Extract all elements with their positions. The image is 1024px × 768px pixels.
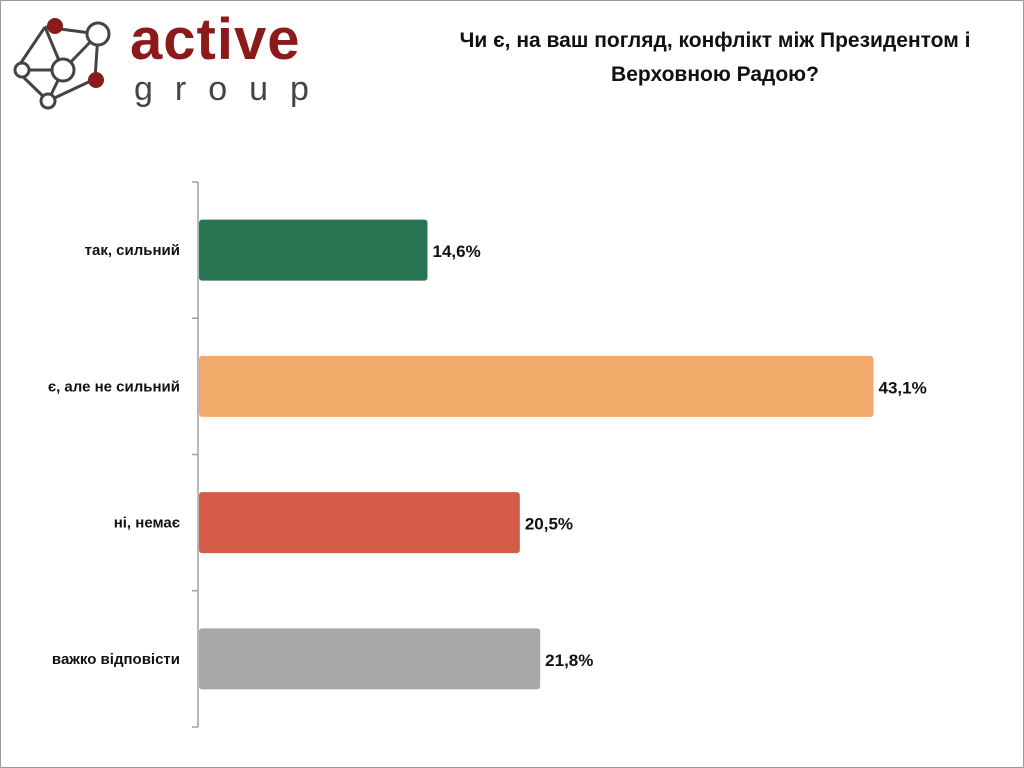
active-group-logo: active group xyxy=(10,7,310,114)
network-logo-icon xyxy=(13,18,111,110)
data-label: 21,8% xyxy=(545,651,593,670)
bar-0 xyxy=(199,219,428,281)
logo-word-group: group xyxy=(134,70,331,108)
category-label: ні, немає xyxy=(114,515,180,532)
data-label: 20,5% xyxy=(525,515,573,534)
data-label: 43,1% xyxy=(879,378,927,397)
logo-word-active: active xyxy=(130,7,301,72)
category-label: є, але не сильний xyxy=(48,378,180,395)
bar-2 xyxy=(199,492,520,554)
chart-title: Чи є, на ваш погляд, конфлікт між Презид… xyxy=(459,29,971,86)
bar-3 xyxy=(199,628,541,690)
category-label: важко відповісти xyxy=(52,651,180,668)
data-label: 14,6% xyxy=(432,242,480,261)
category-label: так, сильний xyxy=(85,242,180,259)
bar-1 xyxy=(199,355,874,417)
